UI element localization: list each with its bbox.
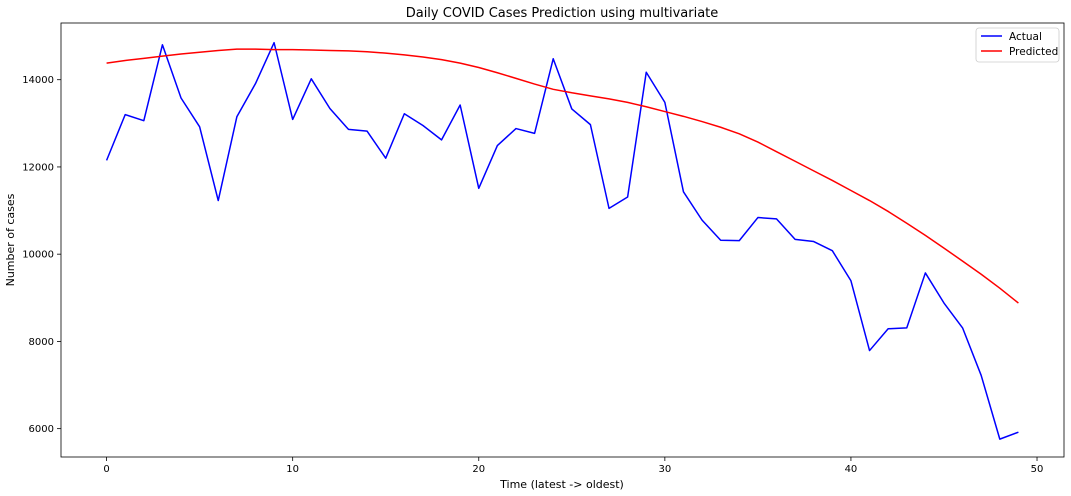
x-axis: 0 10 20 30 40 50: [103, 457, 1043, 475]
y-tick-label: 6000: [29, 424, 54, 435]
legend: Actual Predicted: [975, 27, 1060, 63]
series-line-actual: [105, 41, 1019, 440]
plot-area: [105, 41, 1019, 440]
x-tick-label: 50: [1031, 464, 1044, 475]
x-axis-label: Time (latest -> oldest): [499, 478, 624, 491]
y-tick-label: 10000: [22, 250, 54, 261]
chart-title: Daily COVID Cases Prediction using multi…: [406, 6, 719, 21]
plot-frame: [60, 22, 1065, 458]
legend-actual-label: Actual: [1009, 31, 1042, 43]
x-tick-label: 10: [286, 464, 299, 475]
x-tick-label: 40: [845, 464, 858, 475]
y-axis-label: Number of cases: [4, 193, 17, 286]
y-tick-label: 12000: [22, 162, 54, 173]
x-tick-label: 0: [103, 464, 109, 475]
legend-predicted-label: Predicted: [1009, 46, 1058, 58]
y-tick-label: 8000: [29, 337, 54, 348]
series-line-predicted: [106, 48, 1019, 304]
y-axis: 6000 8000 10000 12000 14000: [22, 75, 61, 435]
x-tick-label: 30: [658, 464, 671, 475]
y-tick-label: 14000: [22, 75, 54, 86]
x-tick-label: 20: [472, 464, 485, 475]
